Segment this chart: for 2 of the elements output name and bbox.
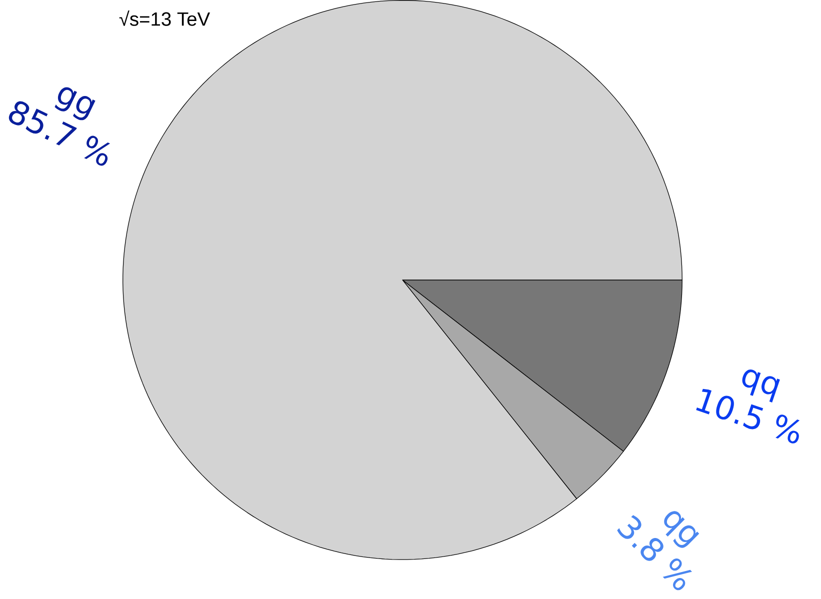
chart-title: √s=13 TeV	[119, 10, 210, 26]
slice-label: qg	[664, 511, 700, 548]
